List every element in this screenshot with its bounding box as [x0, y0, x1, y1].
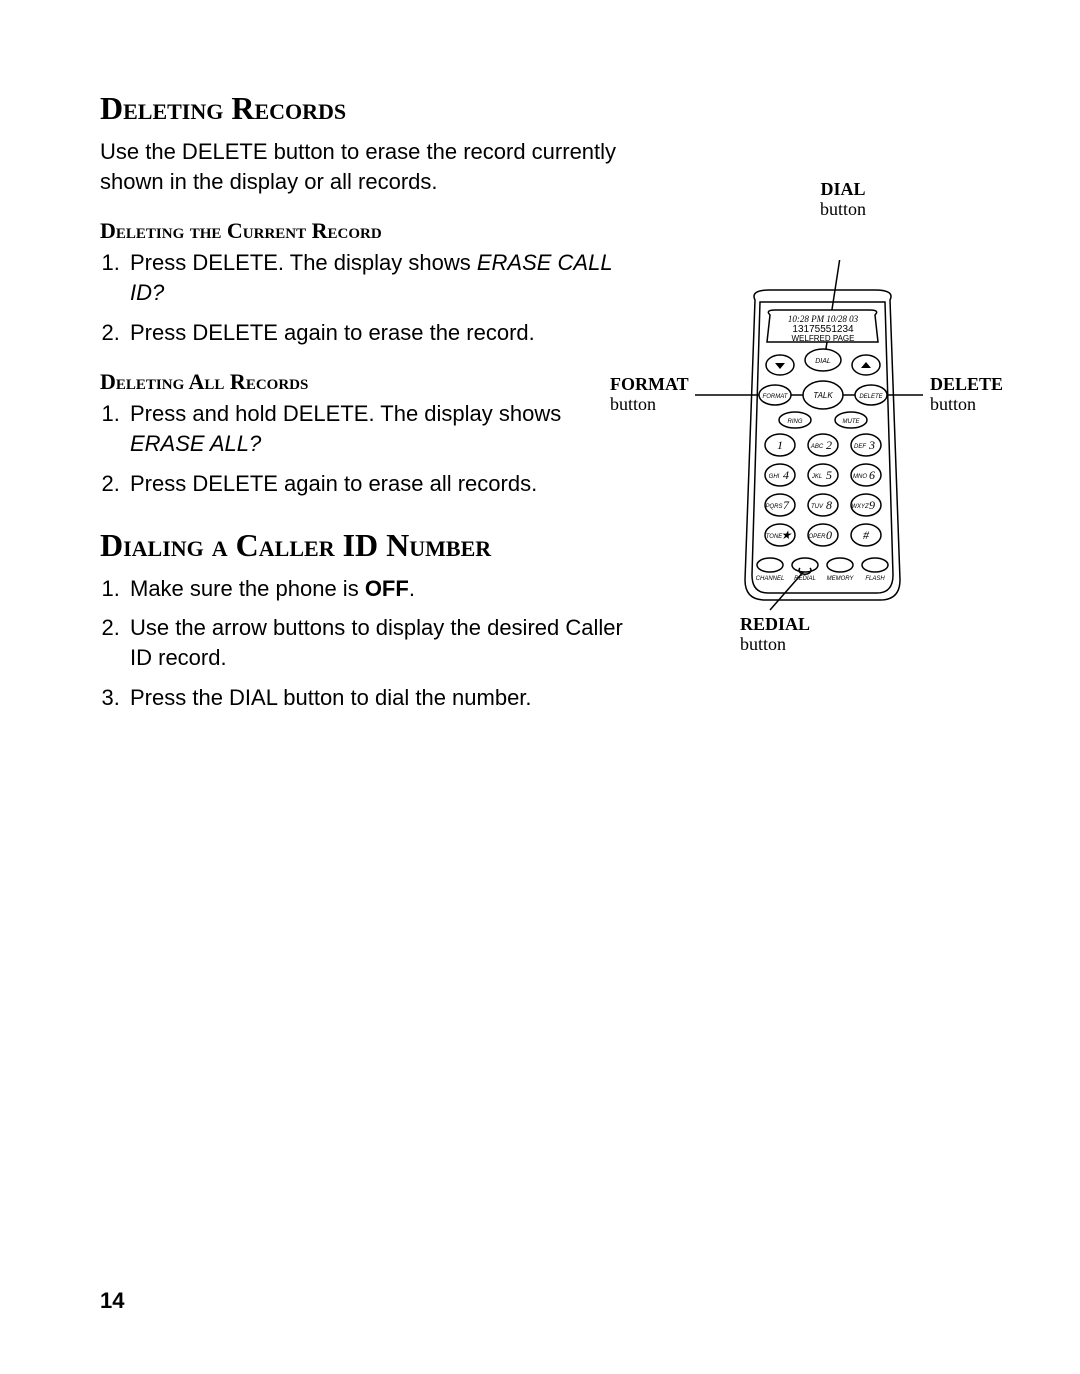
bottom-button-label: CHANNEL	[756, 576, 785, 582]
keypad-key-sub: JKL	[811, 474, 822, 480]
keypad-key-sub: DEF	[854, 444, 866, 450]
step: Press the DIAL button to dial the number…	[126, 683, 630, 713]
keypad-key-sub: MNO	[853, 474, 867, 480]
subheading-delete-all: Deleting All Records	[100, 369, 630, 395]
bottom-button-label: REDIAL	[794, 576, 816, 582]
steps-delete-current: Press DELETE. The display shows ERASE CA…	[100, 248, 630, 347]
keypad-key-num: 8	[826, 498, 832, 512]
section-heading-dialing: Dialing a Caller ID Number	[100, 527, 630, 564]
delete-button-label: DELETE	[859, 394, 883, 400]
keypad: 1ABC2DEF3GHI4JKL5MNO6PQRS7TUV8WXYZ9TONE★…	[765, 434, 881, 546]
format-button-label: FORMAT	[763, 394, 789, 400]
steps-dialing: Make sure the phone is OFF. Use the arro…	[100, 574, 630, 713]
keypad-key-num: 4	[783, 468, 789, 482]
step-text: Press DELETE. The display shows	[130, 250, 477, 275]
keypad-key-num: 2	[826, 438, 832, 452]
phone-diagram: 10:28 PM 10/28 03 13175551234 WELFRED PA…	[640, 260, 1000, 700]
callout-redial: REDIAL button	[740, 615, 810, 655]
step-text: Press the DIAL button to dial the number…	[130, 685, 532, 710]
callout-bold: FORMAT	[610, 374, 689, 394]
step-text: Press DELETE again to erase the record.	[130, 320, 535, 345]
step: Press and hold DELETE. The display shows…	[126, 399, 630, 458]
step-strong: OFF	[365, 576, 409, 601]
steps-delete-all: Press and hold DELETE. The display shows…	[100, 399, 630, 498]
callout-plain: button	[610, 394, 656, 414]
callout-dial: DIAL button	[820, 180, 866, 220]
keypad-key-sub: TUV	[811, 504, 824, 510]
bottom-row: CHANNEL REDIAL MEMORY FLASH	[756, 558, 888, 582]
keypad-key-num: 6	[869, 468, 875, 482]
text-column: Deleting Records Use the DELETE button t…	[100, 90, 630, 726]
keypad-key-num: 7	[783, 498, 790, 512]
step: Make sure the phone is OFF.	[126, 574, 630, 604]
keypad-key-num: 5	[826, 468, 832, 482]
intro-paragraph: Use the DELETE button to erase the recor…	[100, 137, 630, 196]
manual-page: Deleting Records Use the DELETE button t…	[0, 0, 1080, 1374]
keypad-key-num: 0	[826, 528, 832, 542]
bottom-button-label: FLASH	[865, 576, 885, 582]
section-heading-deleting-records: Deleting Records	[100, 90, 630, 127]
callout-bold: DIAL	[821, 179, 866, 199]
step: Use the arrow buttons to display the des…	[126, 613, 630, 672]
callout-plain: button	[820, 199, 866, 219]
callout-format: FORMAT button	[610, 375, 689, 415]
step-post: .	[409, 576, 415, 601]
bottom-button	[827, 558, 853, 572]
dial-button-label: DIAL	[815, 358, 831, 365]
keypad-key-num: 9	[869, 498, 875, 512]
bottom-button-label: MEMORY	[827, 576, 855, 582]
keypad-key-sub: OPER	[808, 534, 826, 540]
callout-bold: DELETE	[930, 374, 1003, 394]
diagram-column: DIAL button FORMAT button DELETE button …	[640, 260, 1000, 705]
mute-button-label: MUTE	[843, 419, 861, 425]
page-number: 14	[100, 1288, 124, 1314]
callout-plain: button	[740, 634, 786, 654]
step-text: Use the arrow buttons to display the des…	[130, 615, 623, 670]
display-line3: WELFRED PAGE	[792, 334, 855, 343]
step-text: Press DELETE again to erase all records.	[130, 471, 537, 496]
keypad-key-sub: GHI	[769, 474, 780, 480]
callout-bold: REDIAL	[740, 614, 810, 634]
keypad-key-sub: ABC	[810, 444, 824, 450]
display-line1: 10:28 PM 10/28 03	[788, 314, 859, 324]
callout-delete: DELETE button	[930, 375, 1003, 415]
ring-button-label: RING	[788, 419, 803, 425]
step: Press DELETE again to erase all records.	[126, 469, 630, 499]
step-text: Make sure the phone is	[130, 576, 365, 601]
keypad-key-num: 1	[777, 438, 783, 452]
bottom-button	[757, 558, 783, 572]
keypad-key-num: 3	[868, 438, 875, 452]
talk-button-label: TALK	[813, 391, 833, 400]
callout-plain: button	[930, 394, 976, 414]
step-text: Press and hold DELETE. The display shows	[130, 401, 561, 426]
step: Press DELETE again to erase the record.	[126, 318, 630, 348]
content-row: Deleting Records Use the DELETE button t…	[100, 90, 1000, 726]
bottom-button	[862, 558, 888, 572]
keypad-key-num: #	[863, 528, 870, 542]
keypad-key-sub: PQRS	[765, 504, 782, 510]
keypad-key-num: ★	[781, 528, 793, 542]
step-em: ERASE ALL?	[130, 431, 261, 456]
bottom-button	[792, 558, 818, 572]
keypad-key-sub: WXYZ	[851, 504, 869, 510]
step: Press DELETE. The display shows ERASE CA…	[126, 248, 630, 307]
subheading-delete-current: Deleting the Current Record	[100, 218, 630, 244]
